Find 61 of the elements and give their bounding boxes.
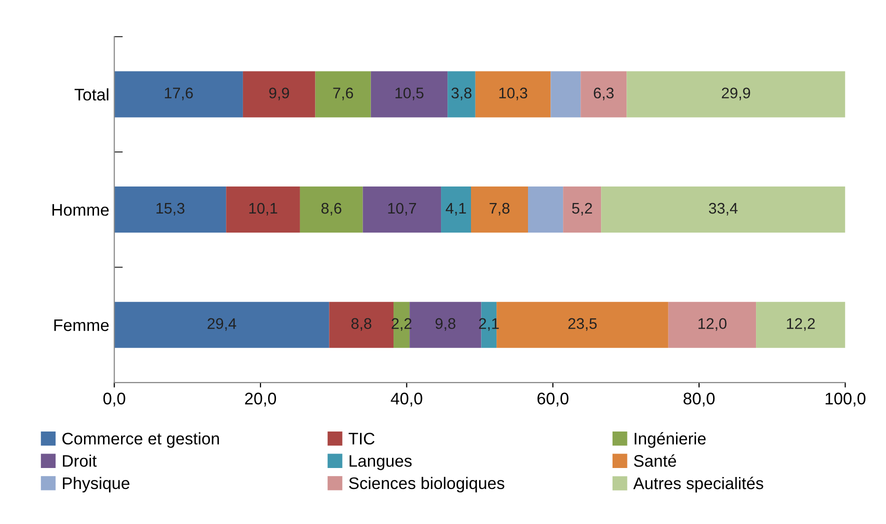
data-label: 15,3 [156, 202, 184, 216]
bar [580, 71, 627, 118]
legend-label: Autres specialités [633, 476, 764, 493]
x-tick-label: 0,0 [103, 392, 126, 406]
bar [315, 71, 371, 118]
data-label: 9,9 [269, 88, 290, 100]
data-label: 4,1 [446, 203, 466, 216]
bar [114, 186, 226, 233]
bar [756, 302, 846, 348]
bar [300, 186, 363, 233]
bar [441, 186, 471, 233]
bar [370, 71, 448, 118]
data-label: 33,4 [708, 202, 738, 216]
bar [668, 302, 756, 348]
bar [114, 302, 330, 348]
data-label: 8,6 [321, 202, 342, 216]
data-label: 8,8 [351, 318, 372, 331]
legend-label: TIC [348, 432, 375, 445]
bar [242, 71, 316, 118]
x-tick-label: 80,0 [684, 392, 715, 406]
bar [226, 186, 300, 233]
y-tick-label: Homme [52, 204, 109, 216]
x-tick-label: 40,0 [390, 392, 422, 406]
data-label: 5,2 [572, 202, 592, 216]
bar [528, 186, 564, 233]
x-tick-label: 60,0 [537, 392, 568, 406]
y-tick-label: Total [74, 88, 108, 101]
data-label: 10,1 [249, 202, 278, 216]
x-tick-label: 20,0 [245, 392, 276, 406]
data-label: 12,0 [698, 318, 726, 331]
data-label: 10,7 [388, 202, 416, 216]
data-label: 29,9 [722, 88, 750, 100]
legend-label: Physique [62, 476, 130, 492]
data-label: 7,6 [333, 88, 354, 100]
data-label: 29,4 [208, 318, 236, 331]
bar [448, 71, 476, 118]
data-label: 12,2 [786, 318, 815, 331]
data-label: 6,3 [594, 88, 614, 100]
data-label: 23,5 [568, 318, 597, 331]
data-label: 10,3 [499, 88, 528, 100]
data-label: 7,8 [490, 202, 510, 216]
bar [563, 186, 602, 233]
legend-label: Santé [634, 454, 676, 467]
bar [550, 71, 581, 118]
data-label: 3,8 [451, 88, 472, 100]
legend-label: Ingénierie [634, 432, 706, 448]
bar [601, 186, 846, 233]
bar [626, 71, 846, 118]
data-label: 9,8 [436, 318, 456, 331]
legend-label: Sciences biologiques [349, 476, 504, 492]
legend-label: Commerce et gestion [62, 432, 219, 448]
data-label: 17,6 [164, 88, 193, 100]
legend-label: Droit [62, 454, 97, 467]
bar [471, 186, 528, 233]
y-tick-label: Femme [54, 319, 109, 332]
bar [475, 71, 551, 118]
bar [362, 186, 442, 233]
x-tick-label: 100,0 [826, 392, 866, 406]
data-label: 10,5 [396, 88, 424, 100]
legend-label: Langues [350, 455, 412, 470]
bar [114, 71, 243, 118]
